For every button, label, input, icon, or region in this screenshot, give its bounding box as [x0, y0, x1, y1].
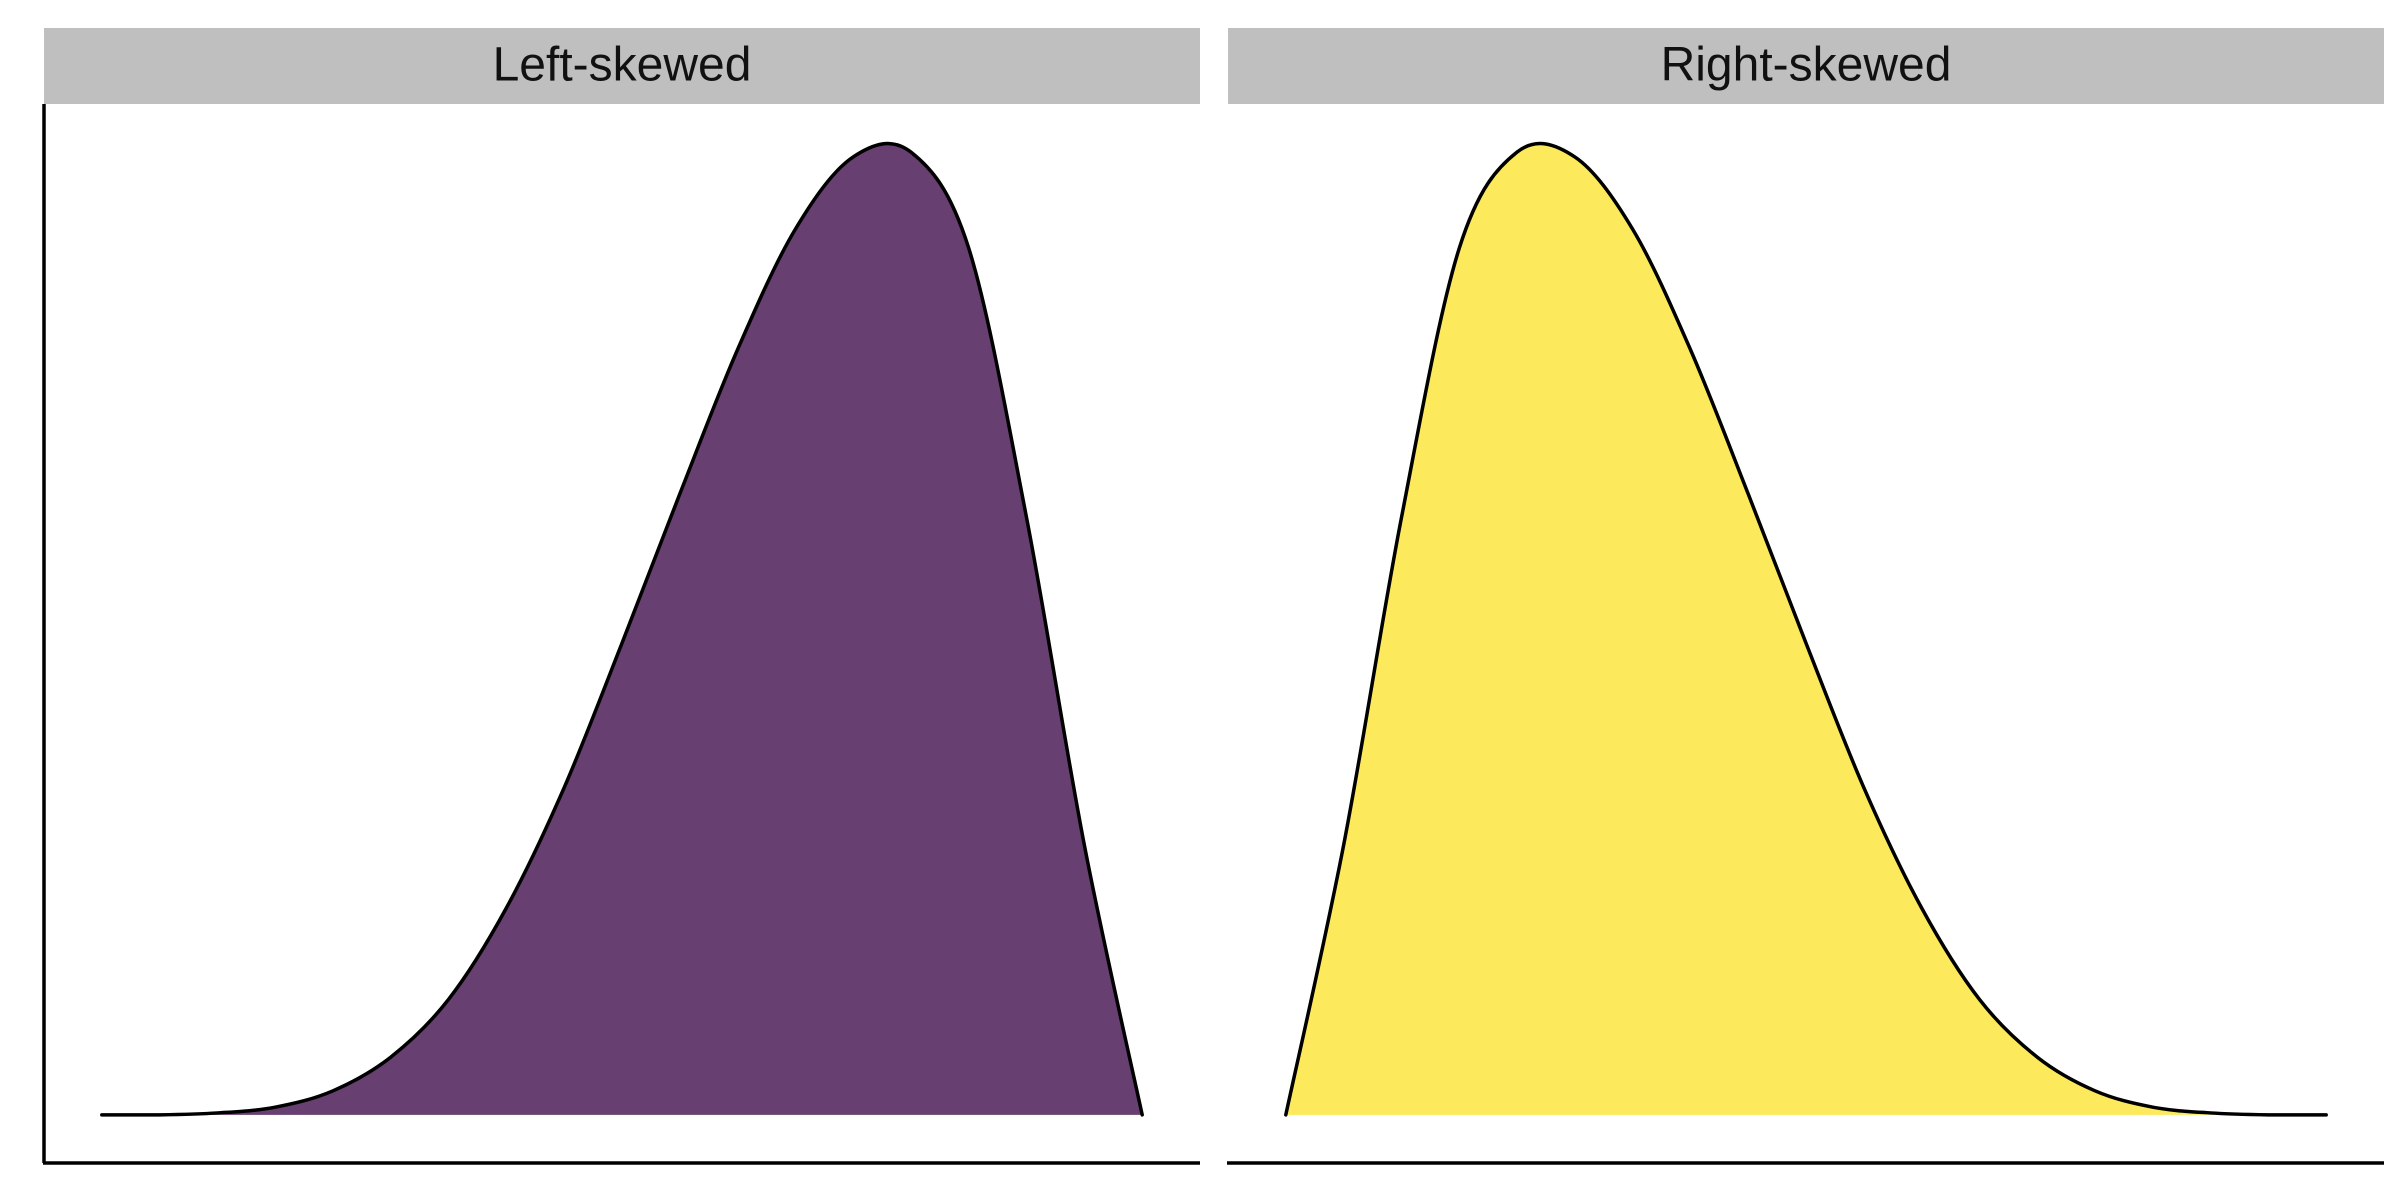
panel-title-left: Left-skewed [493, 39, 752, 92]
density-area-left [101, 143, 1143, 1115]
density-curve-right [1284, 141, 2328, 1117]
density-curve-left [100, 141, 1144, 1117]
panel-left-skewed: Left-skewed [42, 28, 1200, 1165]
density-area-right [1285, 143, 2327, 1115]
panel-right-skewed: Right-skewed [1227, 28, 2384, 1165]
panel-strip-left [44, 28, 1200, 104]
panel-strip-right [1228, 28, 2384, 104]
panel-title-right: Right-skewed [1661, 39, 1952, 92]
